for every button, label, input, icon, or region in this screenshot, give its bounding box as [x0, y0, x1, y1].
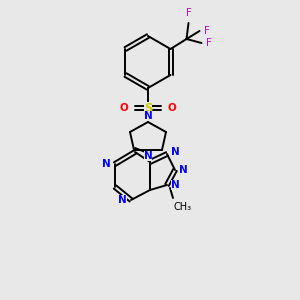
Text: N: N	[118, 195, 127, 205]
Text: N: N	[144, 151, 152, 161]
Text: O: O	[168, 103, 177, 113]
Text: S: S	[144, 101, 152, 115]
Text: F: F	[203, 26, 209, 36]
Text: N: N	[179, 165, 188, 175]
Text: F: F	[186, 8, 191, 18]
Text: N: N	[144, 111, 152, 121]
Text: F: F	[206, 38, 212, 48]
Text: N: N	[171, 180, 180, 190]
Text: CH₃: CH₃	[173, 202, 191, 212]
Text: N: N	[171, 147, 180, 157]
Text: N: N	[102, 159, 111, 169]
Text: O: O	[119, 103, 128, 113]
